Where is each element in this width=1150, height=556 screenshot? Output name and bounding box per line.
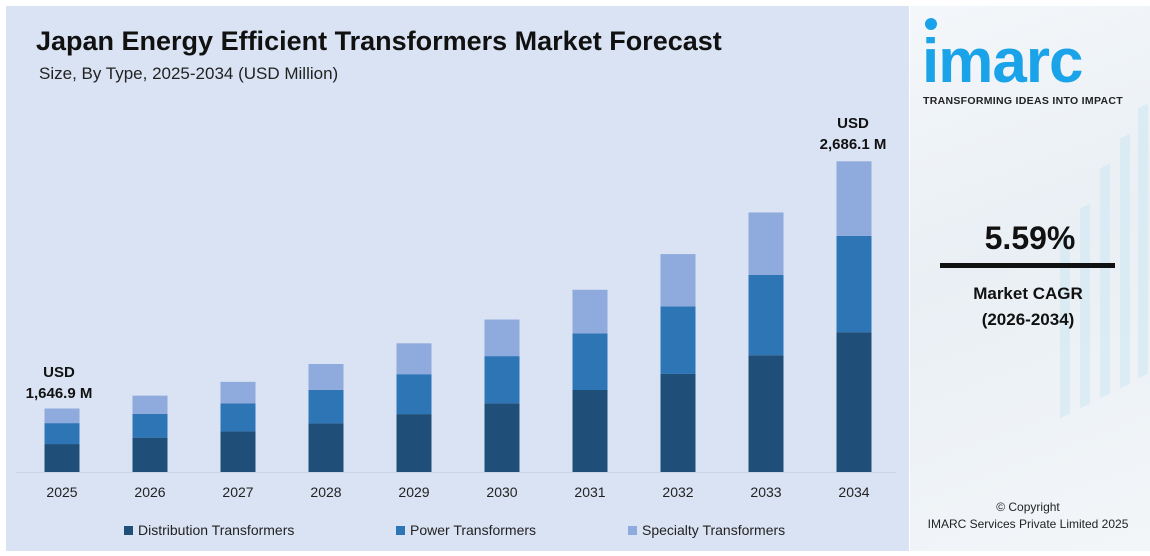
legend-swatch [124,525,133,535]
legend-item-distribution: Distribution Transformers [124,522,316,538]
legend-label: Power Transformers [410,522,537,538]
annotation-line2: 2,686.1 M [819,136,887,153]
bar-2027-distribution-transformers [220,431,256,472]
legend-swatch [628,525,637,535]
bar-2025-specialty-transformers [44,408,80,424]
bar-2029-distribution-transformers [396,414,432,472]
cagr-value: 5.59% [984,220,1076,256]
cagr-label-text: Market CAGR [973,284,1083,303]
bar-2031-power-transformers [572,333,608,391]
side-panel: imarc TRANSFORMING IDEAS INTO IMPACT 5.5… [910,6,1150,551]
bar-2026-distribution-transformers [132,437,168,472]
bar-2031-distribution-transformers [572,390,608,472]
x-tick-label: 2033 [750,484,781,500]
x-tick-label: 2025 [46,484,77,500]
bar-2030-specialty-transformers [484,319,520,357]
annotation-line1: USD [43,364,75,381]
bar-2029-power-transformers [396,374,432,415]
legend-label: Distribution Transformers [138,522,295,538]
tagline: TRANSFORMING IDEAS INTO IMPACT [923,95,1123,107]
chart-title: Japan Energy Efficient Transformers Mark… [36,26,722,56]
bar-2028-power-transformers [308,389,344,424]
bar-2030-power-transformers [484,356,520,404]
x-tick-label: 2032 [662,484,693,500]
x-tick-label: 2030 [486,484,517,500]
legend-swatch [396,525,405,535]
bar-2034-specialty-transformers [836,161,872,236]
bar-2025-distribution-transformers [44,444,80,472]
bar-2033-specialty-transformers [748,212,784,275]
bar-2027-power-transformers [220,403,256,432]
plot-area: 2025 2026 2027 2028 2029 2030 2031 2032 2033 2034 [16,161,896,500]
bar-2027-specialty-transformers [220,381,256,404]
copyright-symbol-text: © Copyright [996,500,1060,514]
cagr-label: Market CAGR (2026-2034) [910,281,1146,333]
bar-2026-specialty-transformers [132,395,168,414]
bar-2028-distribution-transformers [308,423,344,472]
bar-2031-specialty-transformers [572,289,608,334]
imarc-logo: imarc [922,27,1083,96]
bar-2033-power-transformers [748,274,784,356]
annotation-line1: USD [837,115,869,132]
bar-2032-power-transformers [660,306,696,374]
logo-dot [925,18,937,30]
bar-2032-distribution-transformers [660,373,696,472]
legend: Distribution Transformers Power Transfor… [124,522,785,538]
bar-2026-power-transformers [132,413,168,438]
x-tick-label: 2034 [838,484,869,500]
legend-label: Specialty Transformers [642,522,786,538]
bar-2034-distribution-transformers [836,332,872,472]
annotation-2034: USD 2,686.1 M [793,113,913,155]
bar-2029-specialty-transformers [396,343,432,375]
copyright: © Copyright IMARC Services Private Limit… [910,499,1146,533]
x-tick-label: 2029 [398,484,429,500]
chart-subtitle: Size, By Type, 2025-2034 (USD Million) [39,64,339,83]
bar-2032-specialty-transformers [660,254,696,307]
bar-2028-specialty-transformers [308,364,344,390]
chart-panel: Japan Energy Efficient Transformers Mark… [6,6,909,551]
x-tick-label: 2026 [134,484,165,500]
legend-item-specialty: Specialty Transformers [628,522,785,538]
company-name: IMARC Services Private Limited 2025 [927,517,1129,531]
cagr-period: (2026-2034) [981,310,1075,329]
x-tick-label: 2028 [310,484,341,500]
bar-2025-power-transformers [44,423,80,445]
legend-item-power: Power Transformers [316,522,628,538]
bar-2034-power-transformers [836,235,872,333]
x-tick-label: 2027 [222,484,253,500]
cagr-divider [940,263,1115,268]
bar-2030-distribution-transformers [484,403,520,472]
bar-2033-distribution-transformers [748,355,784,472]
annotation-2025: USD 1,646.9 M [0,362,119,404]
annotation-line2: 1,646.9 M [25,385,93,402]
x-tick-label: 2031 [574,484,605,500]
